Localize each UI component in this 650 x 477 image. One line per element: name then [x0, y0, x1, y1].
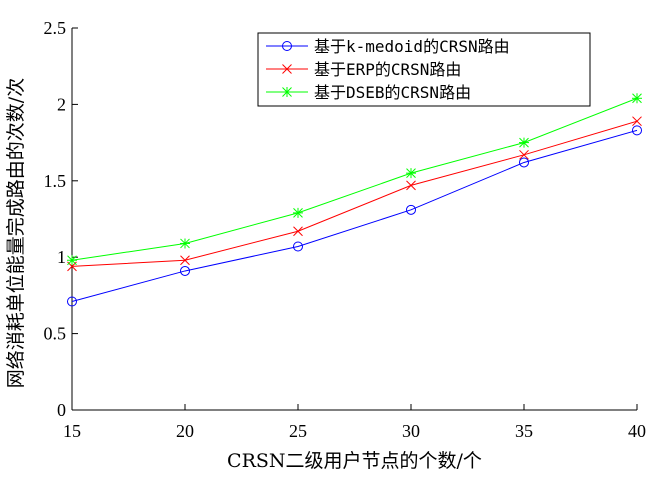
- legend-entry: 基于DSEB的CRSN路由: [266, 83, 471, 102]
- series-lines: [67, 93, 642, 307]
- data-point: [632, 116, 642, 127]
- legend: 基于k-medoid的CRSN路由基于ERP的CRSN路由基于DSEB的CRSN…: [257, 32, 591, 107]
- series-line: [71, 97, 638, 261]
- y-tick-label: 2: [57, 94, 66, 114]
- x-tick-label: 35: [515, 421, 533, 441]
- data-point: [293, 226, 303, 237]
- legend-marker: [282, 41, 292, 51]
- data-point: [67, 296, 77, 307]
- tick-labels: 15 20 25 30 35 40 0 0.5 1 1.5 2 2.5: [44, 18, 647, 441]
- data-point: [519, 149, 529, 160]
- y-tick-label: 2.5: [44, 18, 67, 38]
- data-point: [632, 125, 642, 136]
- x-tick-label: 25: [289, 421, 307, 441]
- data-point: [180, 265, 190, 276]
- legend-label: 基于ERP的CRSN路由: [314, 60, 461, 79]
- axes: [71, 27, 638, 411]
- data-point: [293, 207, 303, 218]
- x-axis-title: CRSN二级用户节点的个数/个: [227, 450, 482, 472]
- data-point: [67, 255, 77, 266]
- x-tick-label: 30: [402, 421, 420, 441]
- data-point: [632, 93, 642, 104]
- y-tick-label: 1: [57, 247, 66, 267]
- legend-entry: 基于k-medoid的CRSN路由: [266, 37, 510, 56]
- data-point: [519, 157, 529, 168]
- data-point: [180, 255, 190, 266]
- data-point: [519, 137, 529, 148]
- y-tick-label: 0.5: [44, 324, 67, 344]
- x-tick-label: 20: [176, 421, 194, 441]
- x-tick-label: 15: [63, 421, 81, 441]
- legend-label: 基于DSEB的CRSN路由: [314, 83, 471, 102]
- series-line: [71, 129, 638, 302]
- legend-marker: [282, 87, 292, 97]
- legend-box: [257, 32, 591, 107]
- y-tick-label: 1.5: [44, 171, 67, 191]
- x-tick-label: 40: [628, 421, 646, 441]
- data-point: [293, 241, 303, 252]
- data-point: [180, 238, 190, 249]
- series-3: [67, 93, 642, 266]
- y-tick-label: 0: [57, 400, 66, 420]
- data-point: [406, 204, 416, 215]
- series-line: [71, 120, 638, 267]
- data-point: [406, 180, 416, 191]
- data-point: [406, 168, 416, 179]
- series-1: [67, 125, 642, 307]
- legend-entry: 基于ERP的CRSN路由: [266, 60, 461, 79]
- legend-label: 基于k-medoid的CRSN路由: [314, 37, 510, 56]
- y-axis-title: 网络消耗单位能量完成路由的次数/次: [5, 78, 27, 388]
- legend-marker: [282, 64, 292, 74]
